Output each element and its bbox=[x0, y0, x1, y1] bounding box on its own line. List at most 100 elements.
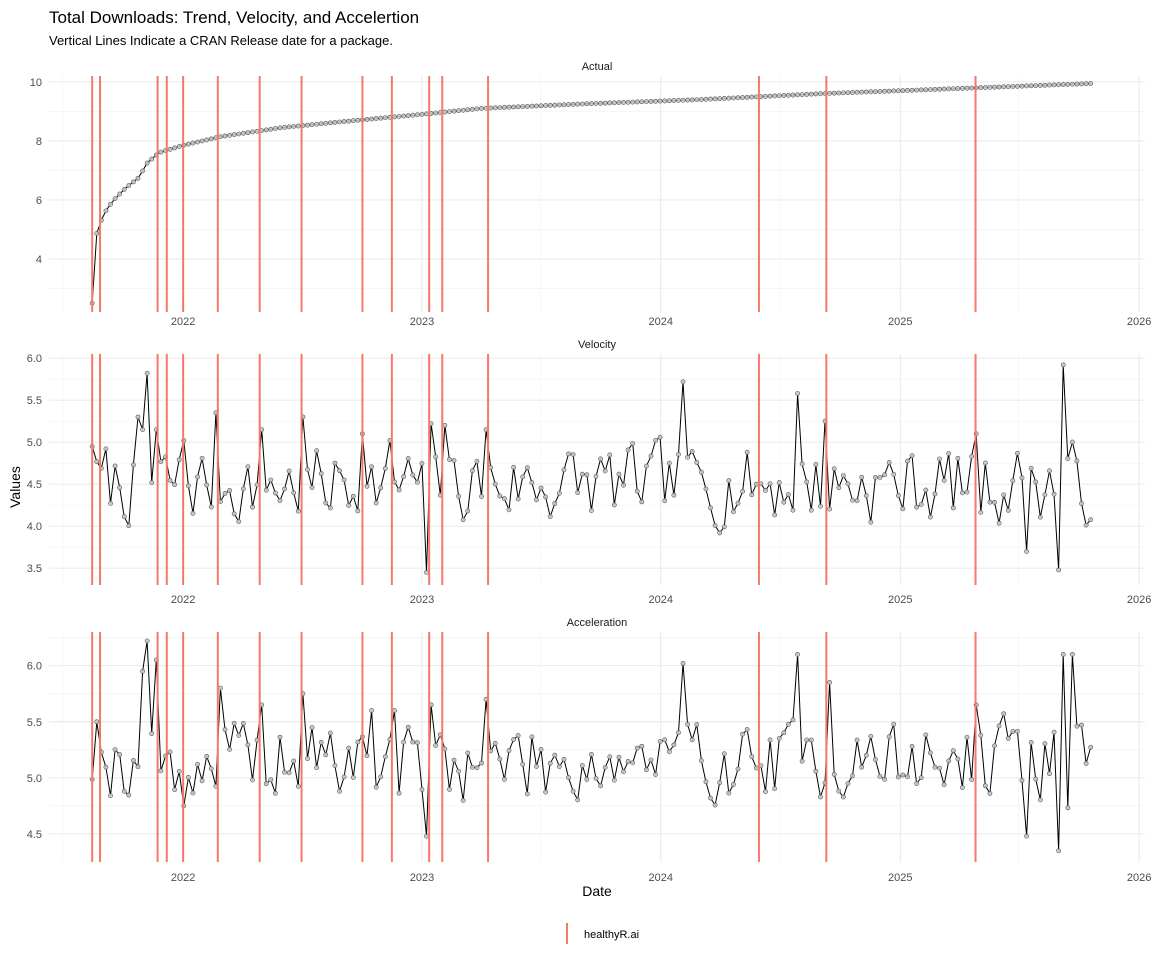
data-point bbox=[698, 97, 704, 102]
data-point bbox=[469, 106, 475, 112]
data-point bbox=[327, 730, 333, 736]
y-tick-label: 5.0 bbox=[27, 437, 42, 449]
data-point bbox=[698, 469, 704, 475]
facet-strip-label: Actual bbox=[582, 61, 613, 73]
data-point bbox=[282, 124, 287, 130]
data-point bbox=[460, 798, 466, 803]
data-point bbox=[694, 459, 700, 465]
data-point bbox=[978, 732, 984, 738]
data-point bbox=[611, 100, 617, 106]
data-point bbox=[579, 763, 585, 768]
data-point bbox=[103, 764, 109, 770]
data-point bbox=[900, 506, 906, 512]
data-point bbox=[868, 89, 874, 95]
data-point bbox=[781, 499, 787, 505]
data-point bbox=[492, 740, 498, 746]
data-point bbox=[176, 457, 182, 463]
data-point bbox=[1019, 475, 1025, 481]
data-point bbox=[703, 486, 709, 492]
data-point bbox=[158, 459, 164, 465]
data-point bbox=[863, 752, 869, 758]
data-point bbox=[538, 747, 544, 752]
data-point bbox=[479, 106, 484, 111]
data-point bbox=[818, 503, 823, 509]
data-point bbox=[1019, 83, 1025, 89]
data-point bbox=[534, 763, 539, 769]
data-point bbox=[117, 752, 123, 758]
y-tick-label: 6 bbox=[36, 195, 42, 207]
data-point bbox=[556, 490, 562, 496]
data-point bbox=[240, 486, 246, 492]
data-point bbox=[305, 122, 310, 128]
data-point bbox=[644, 767, 649, 773]
data-point bbox=[502, 776, 507, 782]
data-point bbox=[955, 86, 961, 91]
data-point bbox=[410, 472, 416, 478]
data-point bbox=[373, 116, 379, 121]
data-point bbox=[946, 86, 952, 92]
data-point bbox=[327, 120, 333, 126]
x-tick-label: 2024 bbox=[649, 316, 673, 328]
data-point bbox=[506, 104, 512, 110]
data-point bbox=[653, 438, 658, 443]
data-point bbox=[648, 99, 654, 104]
data-point bbox=[378, 774, 384, 780]
data-point bbox=[456, 768, 462, 774]
data-point bbox=[955, 455, 961, 461]
data-point bbox=[126, 183, 132, 188]
data-point bbox=[318, 739, 324, 745]
data-point bbox=[222, 491, 228, 496]
data-point bbox=[419, 787, 425, 792]
data-point bbox=[634, 99, 640, 105]
data-point bbox=[854, 498, 860, 504]
data-point bbox=[859, 474, 865, 480]
data-point bbox=[685, 722, 691, 727]
data-point bbox=[712, 523, 718, 528]
data-point bbox=[419, 461, 425, 466]
data-point bbox=[941, 782, 947, 788]
data-point bbox=[795, 92, 800, 98]
data-point bbox=[850, 497, 855, 503]
y-tick-label: 4.0 bbox=[27, 521, 42, 533]
data-point bbox=[520, 474, 526, 480]
data-point bbox=[698, 758, 704, 764]
data-point bbox=[131, 462, 136, 468]
data-point bbox=[653, 772, 658, 778]
data-point bbox=[364, 753, 370, 759]
data-point bbox=[538, 103, 544, 109]
data-point bbox=[144, 160, 150, 166]
data-point bbox=[309, 485, 315, 490]
data-point bbox=[250, 129, 255, 135]
data-point bbox=[808, 91, 814, 97]
data-point bbox=[433, 743, 439, 748]
panel-acceleration: Acceleration 2022 2023 2024 2025 2026 4.5 5.0 5.… bbox=[27, 617, 1152, 884]
data-point bbox=[941, 86, 947, 92]
data-point bbox=[785, 492, 791, 497]
legend-label: healthyR.ai bbox=[584, 929, 639, 941]
data-point bbox=[272, 490, 278, 496]
y-tick-label: 6.0 bbox=[27, 661, 42, 673]
data-point bbox=[1042, 82, 1048, 88]
data-point bbox=[831, 771, 837, 777]
data-point bbox=[392, 479, 397, 485]
data-point bbox=[969, 777, 975, 783]
data-point bbox=[456, 108, 462, 114]
data-point bbox=[735, 766, 741, 772]
data-point bbox=[529, 734, 535, 740]
data-point bbox=[272, 790, 278, 796]
data-point bbox=[1056, 848, 1062, 854]
data-point bbox=[534, 103, 539, 109]
data-point bbox=[1079, 722, 1084, 728]
data-point bbox=[566, 451, 571, 457]
data-point bbox=[323, 120, 329, 126]
data-point bbox=[685, 97, 691, 103]
data-point bbox=[790, 717, 796, 723]
data-point bbox=[305, 467, 310, 472]
data-point bbox=[1024, 83, 1029, 89]
data-point bbox=[630, 99, 636, 105]
data-point bbox=[465, 107, 471, 113]
data-point bbox=[291, 124, 297, 129]
data-point bbox=[840, 90, 846, 96]
data-point bbox=[735, 95, 741, 101]
data-point bbox=[405, 456, 411, 461]
